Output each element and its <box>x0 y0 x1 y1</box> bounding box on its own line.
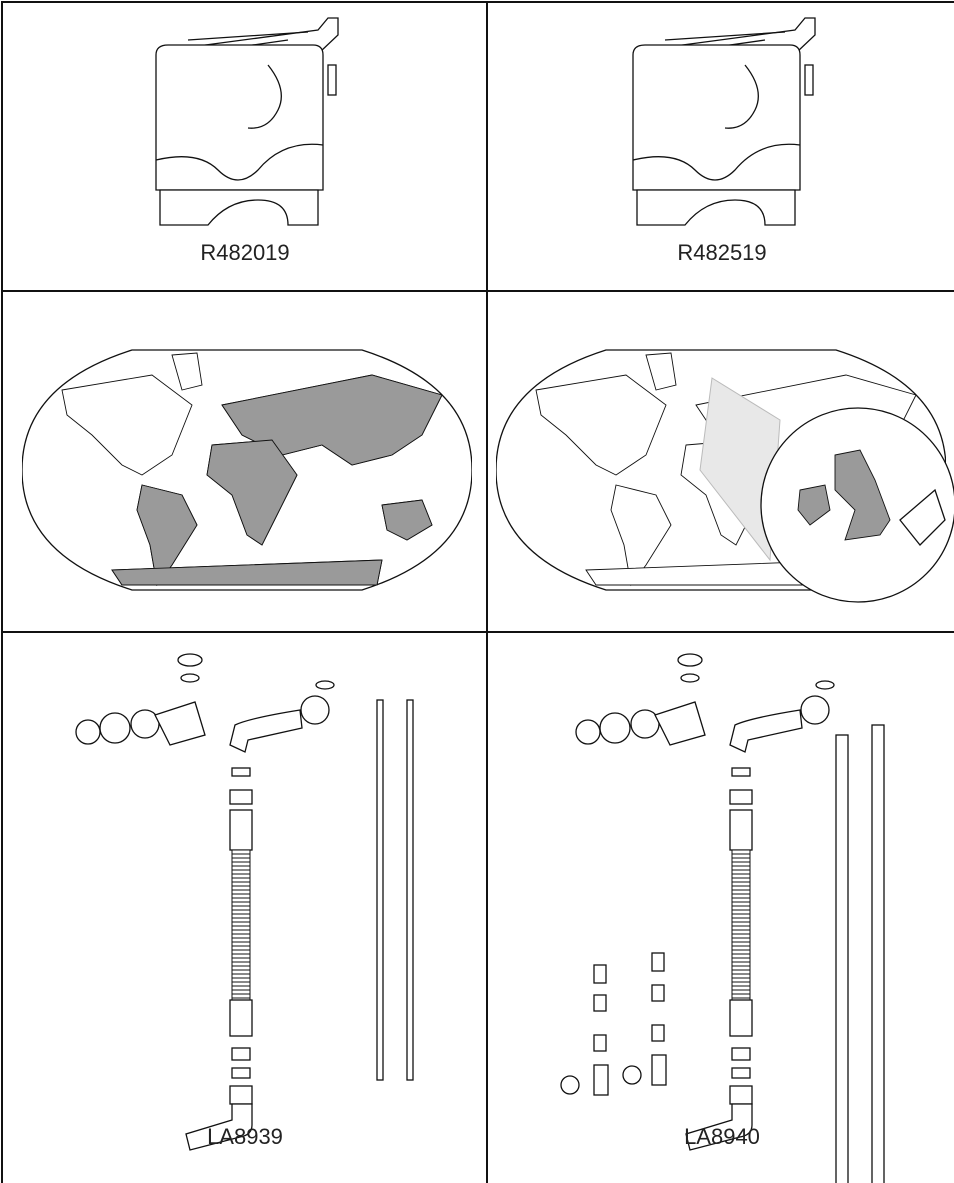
world-map-zoom <box>496 350 954 603</box>
product-code: R482019 <box>200 240 289 265</box>
pipe-kit <box>76 654 414 1150</box>
appliance-illustration <box>633 18 815 225</box>
pipe-kit <box>560 654 885 1183</box>
product-code: LA8939 <box>207 1124 283 1149</box>
product-code: R482519 <box>677 240 766 265</box>
appliance-illustration <box>156 18 338 225</box>
world-map <box>22 350 472 590</box>
product-code: LA8940 <box>684 1124 760 1149</box>
